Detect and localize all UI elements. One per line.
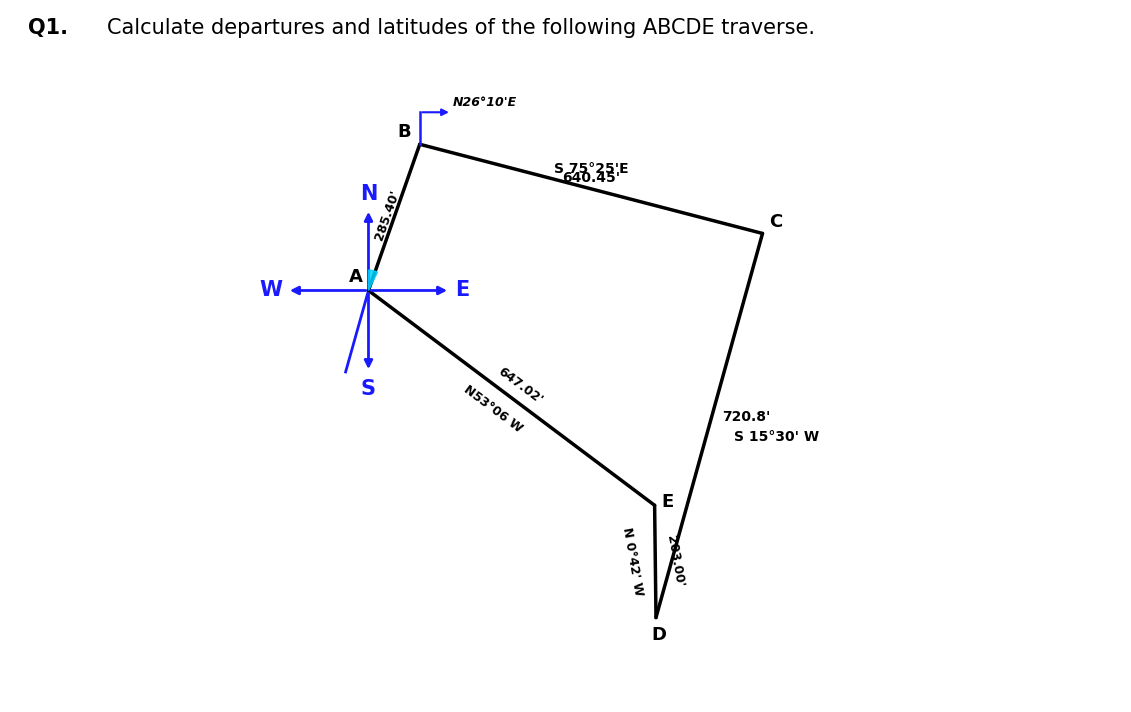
Text: S 75°25'E: S 75°25'E bbox=[554, 162, 629, 176]
Text: N: N bbox=[360, 184, 377, 204]
Text: E: E bbox=[662, 493, 674, 511]
Text: W: W bbox=[259, 281, 283, 300]
Text: E: E bbox=[455, 281, 469, 300]
Text: 640.45': 640.45' bbox=[562, 172, 620, 185]
Text: B: B bbox=[397, 123, 411, 142]
Text: 720.8': 720.8' bbox=[722, 410, 770, 424]
Text: C: C bbox=[769, 213, 783, 231]
Text: Q1.: Q1. bbox=[28, 18, 68, 38]
Text: A: A bbox=[348, 268, 363, 286]
Text: S 15°30' W: S 15°30' W bbox=[734, 430, 819, 444]
Text: Calculate departures and latitudes of the following ABCDE traverse.: Calculate departures and latitudes of th… bbox=[107, 18, 815, 38]
Text: N53°06 W: N53°06 W bbox=[461, 383, 525, 435]
Text: 203.00': 203.00' bbox=[664, 535, 685, 588]
Text: 647.02': 647.02' bbox=[495, 365, 545, 407]
Text: S: S bbox=[361, 379, 375, 399]
Wedge shape bbox=[369, 270, 378, 290]
Text: D: D bbox=[651, 627, 666, 644]
Text: N26°10'E: N26°10'E bbox=[452, 96, 517, 110]
Text: 285.40': 285.40' bbox=[373, 188, 403, 242]
Text: N 0°42' W: N 0°42' W bbox=[620, 526, 645, 597]
